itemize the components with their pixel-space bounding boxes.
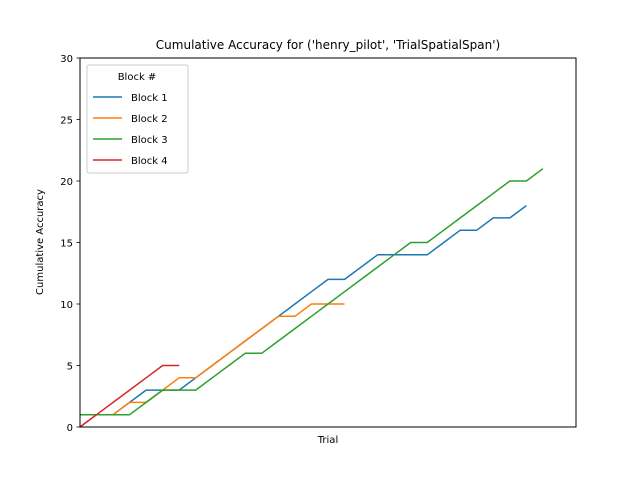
chart-title: Cumulative Accuracy for ('henry_pilot', … bbox=[156, 38, 500, 52]
y-axis-ticks: 0 5 10 15 20 25 30 bbox=[60, 54, 80, 434]
y-tick-label: 10 bbox=[60, 300, 73, 311]
plot-area bbox=[79, 168, 544, 428]
x-axis-label: Trial bbox=[317, 435, 338, 446]
series-line-block-4 bbox=[79, 364, 180, 428]
y-axis-label: Cumulative Accuracy bbox=[35, 189, 46, 295]
legend-label-block-4: Block 4 bbox=[131, 156, 168, 167]
legend: Block # Block 1 Block 2 Block 3 Block 4 bbox=[86, 64, 189, 174]
legend-title: Block # bbox=[118, 72, 157, 83]
y-tick-label: 20 bbox=[60, 177, 73, 188]
series-line-block-2 bbox=[79, 303, 345, 428]
series-line-block-1 bbox=[80, 204, 527, 416]
legend-label-block-3: Block 3 bbox=[131, 135, 168, 146]
y-tick-label: 0 bbox=[67, 423, 73, 434]
y-tick-label: 25 bbox=[60, 116, 73, 127]
y-tick-label: 30 bbox=[60, 54, 73, 65]
legend-box bbox=[86, 64, 189, 174]
legend-items: Block 1 Block 2 Block 3 Block 4 bbox=[93, 93, 168, 167]
legend-label-block-1: Block 1 bbox=[131, 93, 168, 104]
series-line-block-3 bbox=[80, 168, 544, 416]
legend-label-block-2: Block 2 bbox=[131, 114, 168, 125]
y-tick-label: 5 bbox=[67, 362, 73, 373]
y-tick-label: 15 bbox=[60, 239, 73, 250]
